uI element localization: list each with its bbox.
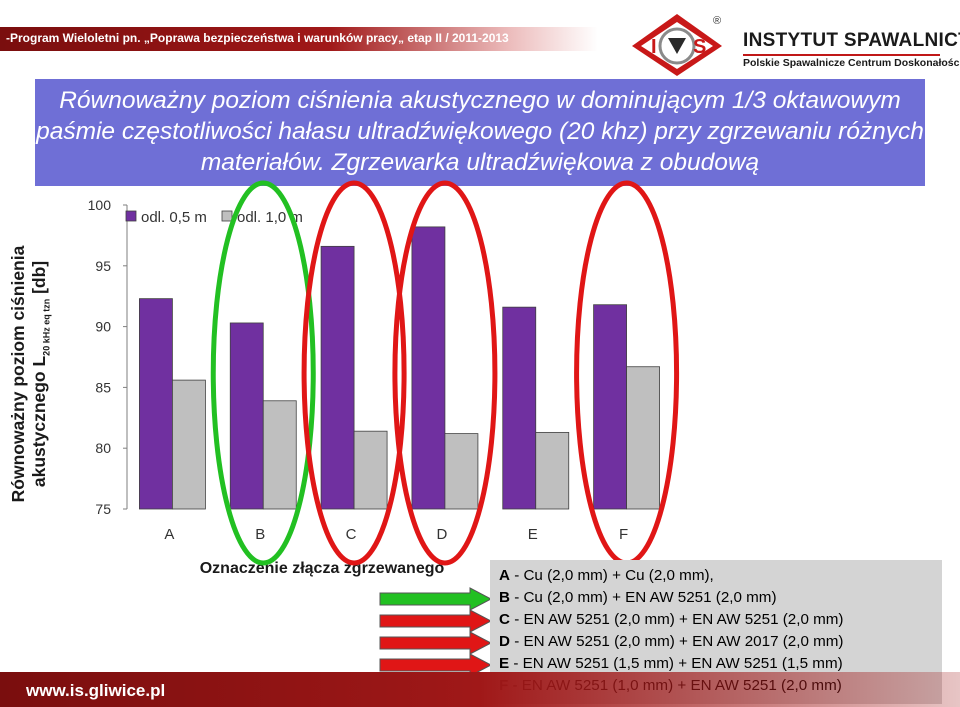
legend-swatch (125, 210, 137, 222)
bar (444, 433, 479, 510)
x-tick-label: D (436, 526, 447, 543)
red-arrow (379, 609, 493, 633)
x-tick-label: F (619, 526, 628, 543)
program-banner: -Program Wieloletni pn. „Poprawa bezpiec… (0, 27, 598, 51)
legend-description: - EN AW 5251 (1,5 mm) + EN AW 5251 (1,5 … (509, 655, 843, 672)
logo-letter-s: S (693, 36, 706, 58)
y-tick-label: 90 (95, 319, 111, 335)
institute-subtitle: Polskie Spawalnicze Centrum Doskonałości (743, 54, 960, 69)
y-tick-label: 95 (95, 258, 111, 274)
institute-logo: I S ® (632, 14, 722, 76)
legend-line: A - Cu (2,0 mm) + Cu (2,0 mm), (499, 565, 843, 587)
x-tick-label: E (528, 526, 538, 543)
registered-mark: ® (713, 15, 721, 27)
x-axis-title: Oznaczenie złącza zgrzewanego (200, 560, 445, 577)
green-arrow (379, 587, 493, 611)
red-highlight-ellipse (301, 180, 407, 566)
bar (353, 430, 388, 510)
legend-line: E - EN AW 5251 (1,5 mm) + EN AW 5251 (1,… (499, 653, 843, 675)
legend-code: E (499, 655, 510, 672)
x-tick-label: C (346, 526, 357, 543)
bar (262, 400, 297, 510)
bar (535, 431, 570, 510)
x-tick-label: B (255, 526, 265, 543)
bar (626, 366, 660, 510)
program-text: -Program Wieloletni pn. „Poprawa bezpiec… (6, 31, 509, 45)
y-tick-label: 100 (88, 197, 112, 213)
red-highlight-ellipse (392, 180, 498, 566)
green-highlight-ellipse (210, 180, 316, 566)
legend-line: D - EN AW 5251 (2,0 mm) + EN AW 2017 (2,… (499, 631, 843, 653)
bar (139, 298, 173, 510)
legend-line: C - EN AW 5251 (2,0 mm) + EN AW 5251 (2,… (499, 609, 843, 631)
bar (502, 306, 537, 510)
legend-description: - Cu (2,0 mm) + EN AW 5251 (2,0 mm) (509, 589, 777, 606)
legend-description: - EN AW 5251 (2,0 mm) + EN AW 5251 (2,0 … (509, 611, 844, 628)
legend-line: B - Cu (2,0 mm) + EN AW 5251 (2,0 mm) (499, 587, 843, 609)
slide-title: Równoważny poziom ciśnienia akustycznego… (36, 87, 924, 176)
bar (411, 226, 446, 510)
y-tick-label: 85 (95, 379, 111, 395)
footer-banner (0, 672, 960, 707)
y-tick-label: 80 (95, 440, 111, 456)
bar (172, 379, 206, 510)
bar (320, 245, 355, 510)
bar (229, 322, 264, 510)
legend-description: - Cu (2,0 mm) + Cu (2,0 mm), (509, 567, 714, 584)
footer-url[interactable]: www.is.gliwice.pl (26, 681, 166, 700)
legend-swatch (221, 210, 233, 222)
legend-label: odl. 1,0 m (237, 209, 303, 226)
legend-code: B (499, 589, 510, 606)
x-tick-label: A (164, 526, 174, 543)
red-arrow (379, 653, 493, 677)
red-arrow (379, 631, 493, 655)
bar (593, 304, 627, 510)
y-tick-label: 75 (95, 501, 111, 517)
institute-name: INSTYTUT SPAWALNICTWA (743, 30, 960, 51)
legend-description: - EN AW 5251 (2,0 mm) + EN AW 2017 (2,0 … (509, 633, 844, 650)
legend-code: D (499, 633, 510, 650)
legend-code: A (499, 567, 510, 584)
legend-code: C (499, 611, 510, 628)
slide-title-box: Równoważny poziom ciśnienia akustycznego… (35, 79, 925, 186)
legend-label: odl. 0,5 m (141, 209, 207, 226)
logo-letter-i: I (651, 36, 657, 58)
